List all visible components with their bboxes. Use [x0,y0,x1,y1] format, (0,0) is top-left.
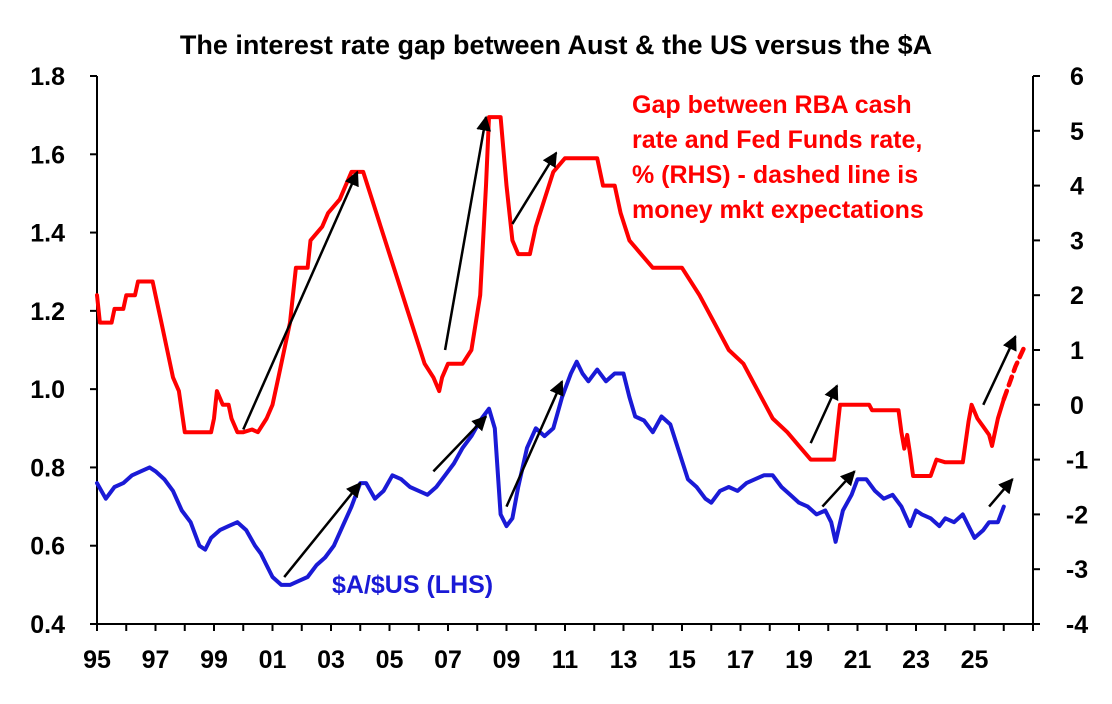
right-tick-label: -2 [1066,501,1088,529]
gap-label-line-4: money mkt expectations [632,196,924,224]
trend-arrow-2 [511,151,558,225]
left-tick-label: 1.2 [30,298,65,326]
left-tick-label: 1.6 [30,141,65,169]
right-tick-label: 6 [1070,63,1084,91]
gap-label-line-2: rate and Fed Funds rate, [632,126,922,154]
trend-arrow-5 [283,481,362,578]
x-tick-label: 23 [902,646,930,674]
aud-series-label: $A/$US (LHS) [332,571,493,599]
gap-label-line-3: % (RHS) - dashed line is [632,161,918,189]
x-tick-label: 97 [142,646,170,674]
left-tick-label: 1.4 [30,220,65,248]
right-tick-label: 1 [1070,337,1084,365]
chart-title: The interest rate gap between Aust & the… [180,30,932,60]
x-axis-ticks: 95 97 99 01 03 05 07 09 11 13 15 17 19 21 23 25 [83,624,1034,674]
right-tick-label: -1 [1066,447,1088,475]
right-tick-label: 5 [1070,118,1084,146]
gap-label-line-1: Gap between RBA cash [632,91,912,119]
right-tick-label: 4 [1070,173,1084,201]
x-tick-label: 13 [610,646,638,674]
trend-arrow-4 [982,334,1017,406]
trend-arrow-6 [432,415,488,473]
trend-arrow-7 [505,379,564,508]
x-tick-label: 01 [259,646,287,674]
x-tick-label: 99 [200,646,228,674]
right-tick-label: -4 [1066,611,1088,639]
left-axis-ticks: 0.4 0.6 0.8 1.0 1.2 1.4 1.6 1.8 [30,63,97,639]
gap-annotation: Gap between RBA cash rate and Fed Funds … [632,91,924,224]
trend-arrow-9 [988,478,1014,508]
x-tick-label: 95 [83,646,111,674]
x-tick-label: 21 [844,646,872,674]
left-tick-label: 1.0 [30,376,65,404]
left-tick-label: 0.6 [30,533,65,561]
right-tick-label: 3 [1070,227,1084,255]
right-axis-ticks: -4 -3 -2 -1 0 1 2 3 4 5 6 [1033,63,1088,639]
right-tick-label: -3 [1066,556,1088,584]
x-tick-label: 09 [493,646,521,674]
left-tick-label: 1.8 [30,63,65,91]
left-tick-label: 0.8 [30,454,65,482]
x-tick-label: 15 [668,646,696,674]
x-tick-label: 25 [961,646,989,674]
x-tick-label: 05 [376,646,404,674]
series-line-2 [95,359,1006,587]
x-tick-label: 19 [785,646,813,674]
trend-arrows [242,115,1017,578]
x-tick-label: 03 [317,646,345,674]
right-tick-label: 2 [1070,282,1084,310]
trend-arrow-8 [821,470,856,508]
trend-arrow-3 [809,384,839,444]
trend-arrow-0 [242,170,359,430]
trend-arrow-1 [443,115,492,351]
series-line-1 [1001,345,1027,402]
x-tick-label: 07 [434,646,462,674]
x-tick-label: 17 [727,646,755,674]
x-tick-label: 11 [552,646,579,674]
left-tick-label: 0.4 [30,611,65,639]
right-tick-label: 0 [1070,392,1084,420]
